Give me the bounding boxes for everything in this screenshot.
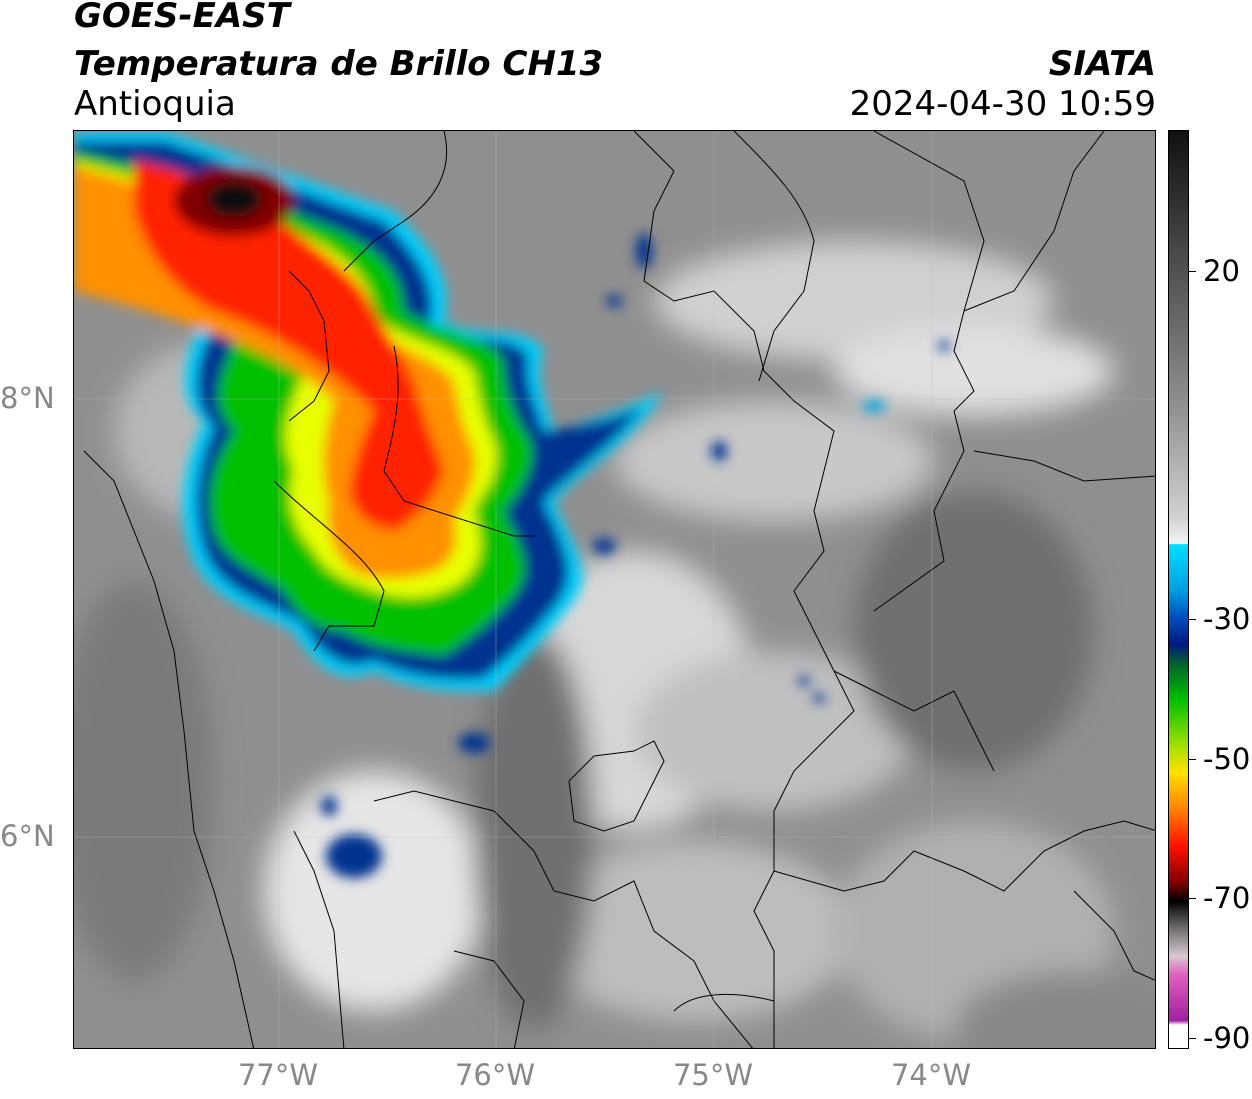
cloud-texture — [74, 241, 1155, 1048]
x-tick-label: 74°W — [890, 1058, 972, 1092]
colorbar-tick-mark — [1189, 619, 1196, 620]
title-satellite: GOES-EAST — [74, 0, 290, 36]
colorbar-tick-label: 20 — [1203, 254, 1240, 288]
colorbar-tick-mark — [1189, 898, 1196, 899]
colorbar-tick-label: -90 — [1203, 1021, 1251, 1055]
graticule — [74, 131, 1155, 1048]
x-tick-label: 76°W — [454, 1058, 536, 1092]
colorbar-tick-label: -50 — [1203, 742, 1251, 776]
colorbar-tick-mark — [1189, 271, 1196, 272]
boundary-lines — [83, 131, 1155, 1048]
temperature-colorbar — [1168, 130, 1189, 1049]
colorbar-tick-mark — [1189, 759, 1196, 760]
brightness-temperature-image — [74, 131, 1155, 1048]
agency-label: SIATA — [1048, 44, 1156, 84]
convective-cloud-system — [74, 131, 950, 878]
satellite-map[interactable] — [73, 130, 1156, 1049]
colorbar-tick-label: -30 — [1203, 602, 1251, 636]
x-tick-label: 77°W — [237, 1058, 319, 1092]
x-tick-label: 75°W — [672, 1058, 754, 1092]
title-product: Temperatura de Brillo CH13 — [74, 44, 604, 84]
y-tick-label: 6°N — [0, 819, 55, 853]
colorbar-tick-label: -70 — [1203, 881, 1251, 915]
region-label: Antioquia — [74, 84, 236, 124]
colorbar-tick-mark — [1189, 1038, 1196, 1039]
y-tick-label: 8°N — [0, 381, 55, 415]
timestamp-label: 2024-04-30 10:59 — [849, 84, 1156, 124]
